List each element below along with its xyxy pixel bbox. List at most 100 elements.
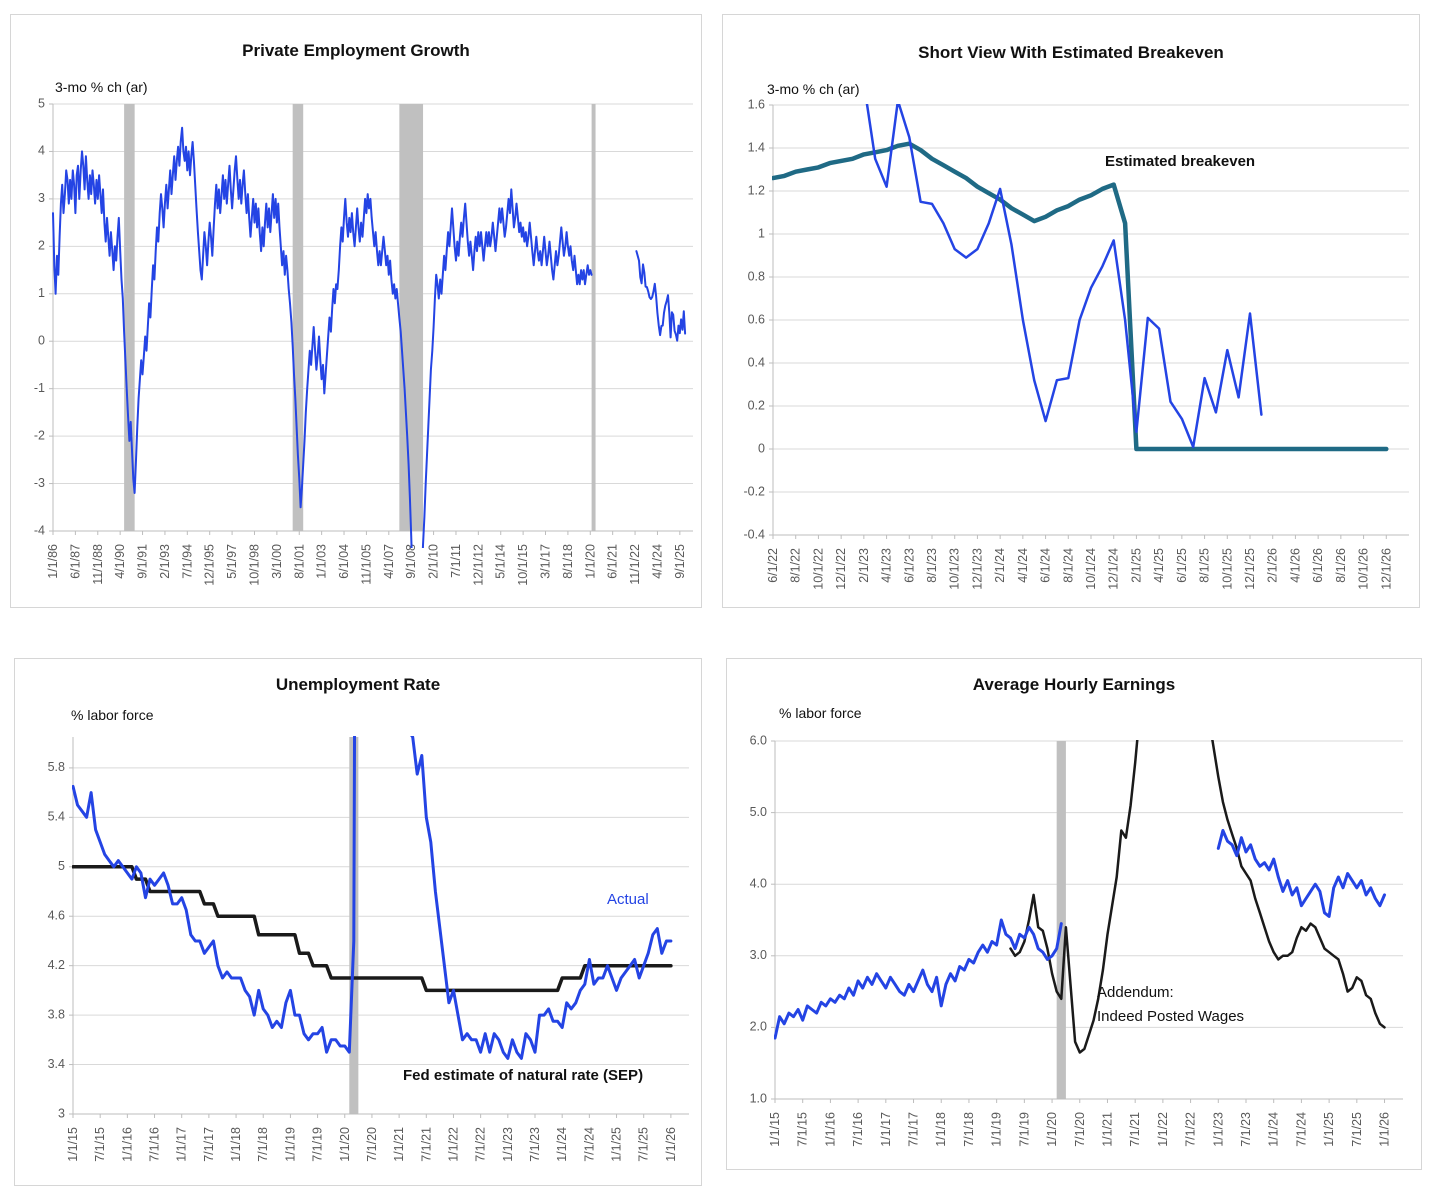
- svg-text:1/1/16: 1/1/16: [120, 1127, 134, 1162]
- svg-text:12/1/25: 12/1/25: [1243, 548, 1257, 590]
- svg-text:1/1/24: 1/1/24: [555, 1127, 569, 1162]
- svg-text:10/1/98: 10/1/98: [247, 544, 261, 586]
- svg-text:-1: -1: [34, 381, 45, 395]
- svg-text:3: 3: [58, 1106, 65, 1120]
- svg-text:7/1/94: 7/1/94: [180, 544, 194, 579]
- svg-text:7/1/16: 7/1/16: [148, 1127, 162, 1162]
- chart-title-short-view: Short View With Estimated Breakeven: [918, 43, 1224, 62]
- panel-private-employment-growth: Private Employment Growth 3-mo % ch (ar)…: [10, 14, 702, 608]
- svg-text:0: 0: [758, 441, 765, 455]
- svg-text:12/1/95: 12/1/95: [203, 544, 217, 586]
- svg-text:6/1/24: 6/1/24: [1039, 548, 1053, 583]
- svg-text:10/1/25: 10/1/25: [1220, 548, 1234, 590]
- svg-text:10/1/26: 10/1/26: [1357, 548, 1371, 590]
- svg-text:5.8: 5.8: [48, 760, 65, 774]
- svg-text:10/1/24: 10/1/24: [1084, 548, 1098, 590]
- svg-text:7/1/22: 7/1/22: [474, 1127, 488, 1162]
- svg-text:9/1/25: 9/1/25: [673, 544, 687, 579]
- svg-text:1/1/17: 1/1/17: [879, 1112, 893, 1147]
- svg-text:7/1/15: 7/1/15: [796, 1112, 810, 1147]
- svg-text:2/1/26: 2/1/26: [1266, 548, 1280, 583]
- svg-text:1/1/17: 1/1/17: [175, 1127, 189, 1162]
- svg-text:2/1/10: 2/1/10: [427, 544, 441, 579]
- svg-text:10/1/23: 10/1/23: [948, 548, 962, 590]
- svg-text:8/1/23: 8/1/23: [925, 548, 939, 583]
- svg-text:1/1/23: 1/1/23: [501, 1127, 515, 1162]
- svg-text:7/1/20: 7/1/20: [365, 1127, 379, 1162]
- svg-text:1/1/86: 1/1/86: [46, 544, 60, 579]
- svg-text:1/1/19: 1/1/19: [990, 1112, 1004, 1147]
- svg-text:4.2: 4.2: [48, 958, 65, 972]
- svg-text:-0.4: -0.4: [743, 527, 765, 541]
- svg-text:11/1/88: 11/1/88: [91, 544, 105, 585]
- svg-text:1/1/15: 1/1/15: [66, 1127, 80, 1162]
- svg-text:10/1/22: 10/1/22: [811, 548, 825, 590]
- svg-text:0.6: 0.6: [748, 312, 765, 326]
- annotation-estimated-breakeven: Estimated breakeven: [1105, 153, 1256, 170]
- svg-text:5.0: 5.0: [750, 805, 767, 819]
- svg-text:2/1/25: 2/1/25: [1129, 548, 1143, 583]
- svg-text:1/1/20: 1/1/20: [583, 544, 597, 579]
- svg-text:3: 3: [38, 191, 45, 205]
- svg-text:8/1/24: 8/1/24: [1061, 548, 1075, 583]
- svg-text:1/1/15: 1/1/15: [768, 1112, 782, 1147]
- svg-text:7/1/18: 7/1/18: [256, 1127, 270, 1162]
- svg-text:7/1/16: 7/1/16: [851, 1112, 865, 1147]
- svg-text:1/1/21: 1/1/21: [1100, 1112, 1114, 1147]
- svg-text:1: 1: [38, 286, 45, 300]
- svg-text:2/1/24: 2/1/24: [993, 548, 1007, 583]
- svg-text:12/1/26: 12/1/26: [1379, 548, 1393, 590]
- svg-text:7/1/20: 7/1/20: [1073, 1112, 1087, 1147]
- svg-text:5: 5: [58, 859, 65, 873]
- svg-text:1/1/20: 1/1/20: [1045, 1112, 1059, 1147]
- svg-text:7/1/23: 7/1/23: [528, 1127, 542, 1162]
- svg-text:3/1/17: 3/1/17: [539, 544, 553, 579]
- svg-text:-3: -3: [34, 476, 45, 490]
- svg-text:6/1/21: 6/1/21: [606, 544, 620, 579]
- svg-text:1/1/24: 1/1/24: [1267, 1112, 1281, 1147]
- chart-unemployment-canvas: 5.8 5.4 5 4.6 4.2 3.8 3.4 31/1/15 7/1/15 1/1/16 7/…: [48, 736, 689, 1162]
- svg-text:2.0: 2.0: [750, 1020, 767, 1034]
- svg-text:1/1/22: 1/1/22: [446, 1127, 460, 1162]
- svg-text:4/1/07: 4/1/07: [382, 544, 396, 579]
- svg-text:4/1/24: 4/1/24: [1016, 548, 1030, 583]
- annotation-addendum-line1: Addendum:: [1097, 984, 1174, 1001]
- svg-text:7/1/22: 7/1/22: [1184, 1112, 1198, 1147]
- svg-text:5: 5: [38, 96, 45, 110]
- svg-text:7/1/19: 7/1/19: [1017, 1112, 1031, 1147]
- svg-text:7/1/25: 7/1/25: [637, 1127, 651, 1162]
- svg-text:4/1/25: 4/1/25: [1152, 548, 1166, 583]
- svg-text:1/1/16: 1/1/16: [823, 1112, 837, 1147]
- svg-text:7/1/19: 7/1/19: [311, 1127, 325, 1162]
- svg-text:7/1/17: 7/1/17: [202, 1127, 216, 1162]
- svg-text:6/1/22: 6/1/22: [766, 548, 780, 583]
- svg-text:2/1/23: 2/1/23: [857, 548, 871, 583]
- svg-text:9/1/08: 9/1/08: [404, 544, 418, 579]
- svg-text:7/1/18: 7/1/18: [962, 1112, 976, 1147]
- svg-text:-0.2: -0.2: [743, 484, 765, 498]
- y-axis-unit-label: % labor force: [779, 705, 862, 721]
- svg-text:1/1/26: 1/1/26: [664, 1127, 678, 1162]
- svg-text:4/1/26: 4/1/26: [1288, 548, 1302, 583]
- svg-text:0.2: 0.2: [748, 398, 765, 412]
- svg-text:7/1/11: 7/1/11: [449, 544, 463, 578]
- svg-text:4.6: 4.6: [48, 909, 65, 923]
- svg-text:0: 0: [38, 334, 45, 348]
- chart-title-private-employment: Private Employment Growth: [242, 41, 470, 60]
- svg-text:6/1/23: 6/1/23: [902, 548, 916, 583]
- svg-text:1/1/25: 1/1/25: [610, 1127, 624, 1162]
- chart-short-view-canvas: 1.6 1.4 1.2 1 0.8 0.6 0.4 0.2 0 -0.2 -0.46/1/22 8/1…: [743, 97, 1409, 590]
- svg-text:1/1/18: 1/1/18: [934, 1112, 948, 1147]
- svg-text:7/1/24: 7/1/24: [582, 1127, 596, 1162]
- svg-text:1: 1: [758, 226, 765, 240]
- svg-text:4: 4: [38, 144, 45, 158]
- svg-text:8/1/18: 8/1/18: [561, 544, 575, 579]
- svg-text:7/1/17: 7/1/17: [907, 1112, 921, 1147]
- y-axis-unit-label: 3-mo % ch (ar): [55, 79, 148, 95]
- svg-text:4/1/24: 4/1/24: [650, 544, 664, 579]
- annotation-actual: Actual: [607, 891, 649, 908]
- svg-text:1/1/21: 1/1/21: [392, 1127, 406, 1162]
- svg-text:4/1/90: 4/1/90: [113, 544, 127, 579]
- svg-text:12/1/12: 12/1/12: [471, 544, 485, 586]
- svg-text:3.4: 3.4: [48, 1057, 65, 1071]
